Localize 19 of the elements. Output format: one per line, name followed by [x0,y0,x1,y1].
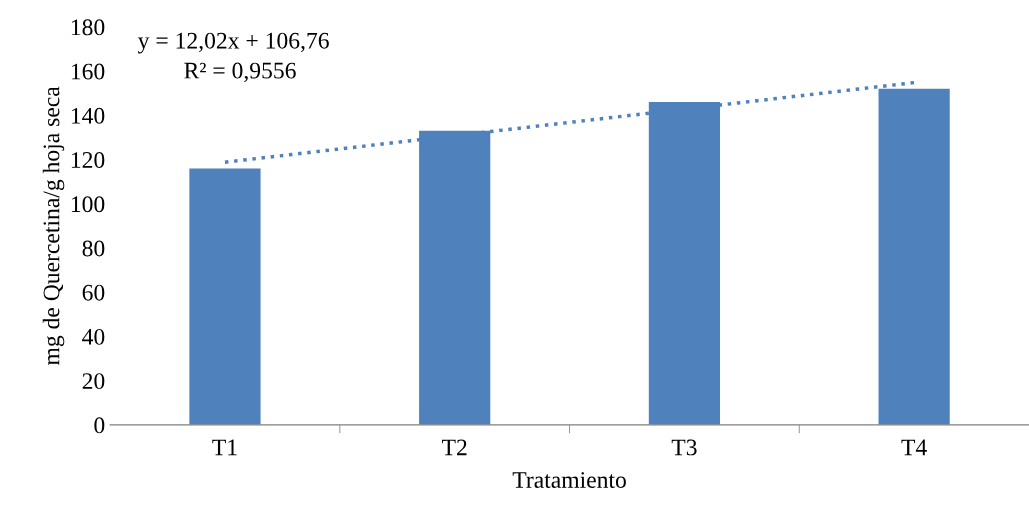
y-tick-label: 60 [82,284,105,301]
y-tick-label: 100 [71,196,105,213]
y-tick-label: 0 [94,417,105,434]
y-tick-label: 140 [71,107,105,124]
annotation: y = 12,02x + 106,76 [137,32,329,54]
y-tick-label: 20 [82,373,105,390]
x-axis-title: Tratamiento [512,472,626,488]
x-tick-label: T3 [671,439,697,456]
x-tick-label: T1 [212,439,237,456]
y-tick-label: 180 [71,19,105,36]
annotation: R² = 0,9556 [184,62,296,82]
y-tick-label: 80 [82,240,105,257]
y-tick-label: 40 [82,328,105,345]
y-tick-label: 120 [71,152,105,168]
bar [189,168,261,425]
x-tick-label: T4 [901,439,927,456]
y-tick-label: 160 [71,63,105,80]
x-tick-label: T2 [442,439,467,456]
y-axis-title: mg de Quercetina/g hoja seca [42,86,65,366]
